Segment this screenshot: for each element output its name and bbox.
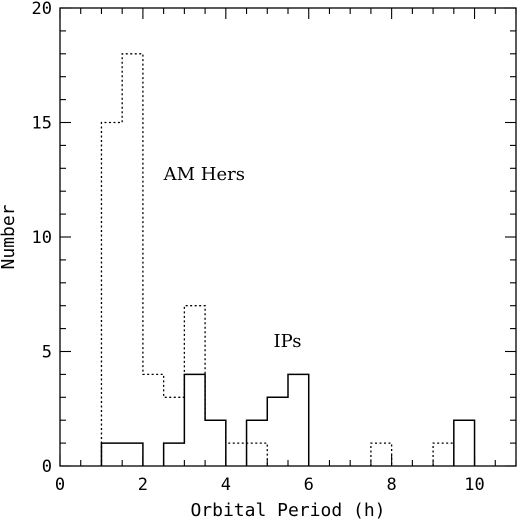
histogram-bar [288,374,309,466]
axis-ticks [59,7,517,467]
histogram-bar [433,443,454,466]
histogram-bar [184,374,205,466]
histogram-bar [101,443,122,466]
histogram-bar [454,420,475,466]
x-tick-label: 6 [304,475,314,495]
y-tick-label: 0 [42,457,52,477]
y-tick-label: 15 [32,114,52,134]
histogram-bar [143,374,164,466]
annotation-label: AM Hers [163,164,245,185]
histogram-bar [184,306,205,466]
histogram-bar [101,123,122,467]
x-tick-label: 8 [387,475,397,495]
histogram-bar [226,443,247,466]
x-tick-label: 2 [138,475,148,495]
y-axis-label: Number [0,204,19,269]
histogram-bar [122,54,143,466]
x-axis-label: Orbital Period (h) [190,500,385,521]
histogram-bar [371,443,392,466]
histogram-bars [100,53,476,467]
histogram-bar [247,443,268,466]
x-tick-label: 0 [55,475,65,495]
series-outline [100,53,455,466]
y-tick-label: 10 [32,228,52,248]
histogram-bar [267,397,288,466]
histogram-bar [164,397,185,466]
histogram-bar [205,420,226,466]
series-1 [100,373,476,466]
y-tick-label: 5 [42,343,52,363]
series-outline [100,373,476,466]
tick-labels: 0 2 4 6 8 10 0 5 10 15 20 [32,0,485,495]
annotations: AM Hers IPs [163,164,302,352]
x-tick-label: 10 [464,475,484,495]
x-tick-label: 4 [221,475,231,495]
histogram-bar [164,443,185,466]
series-0 [100,53,455,467]
y-tick-label: 20 [32,0,52,19]
histogram-bar [205,420,226,466]
histogram-bar [122,443,143,466]
annotation-label: IPs [273,331,301,352]
